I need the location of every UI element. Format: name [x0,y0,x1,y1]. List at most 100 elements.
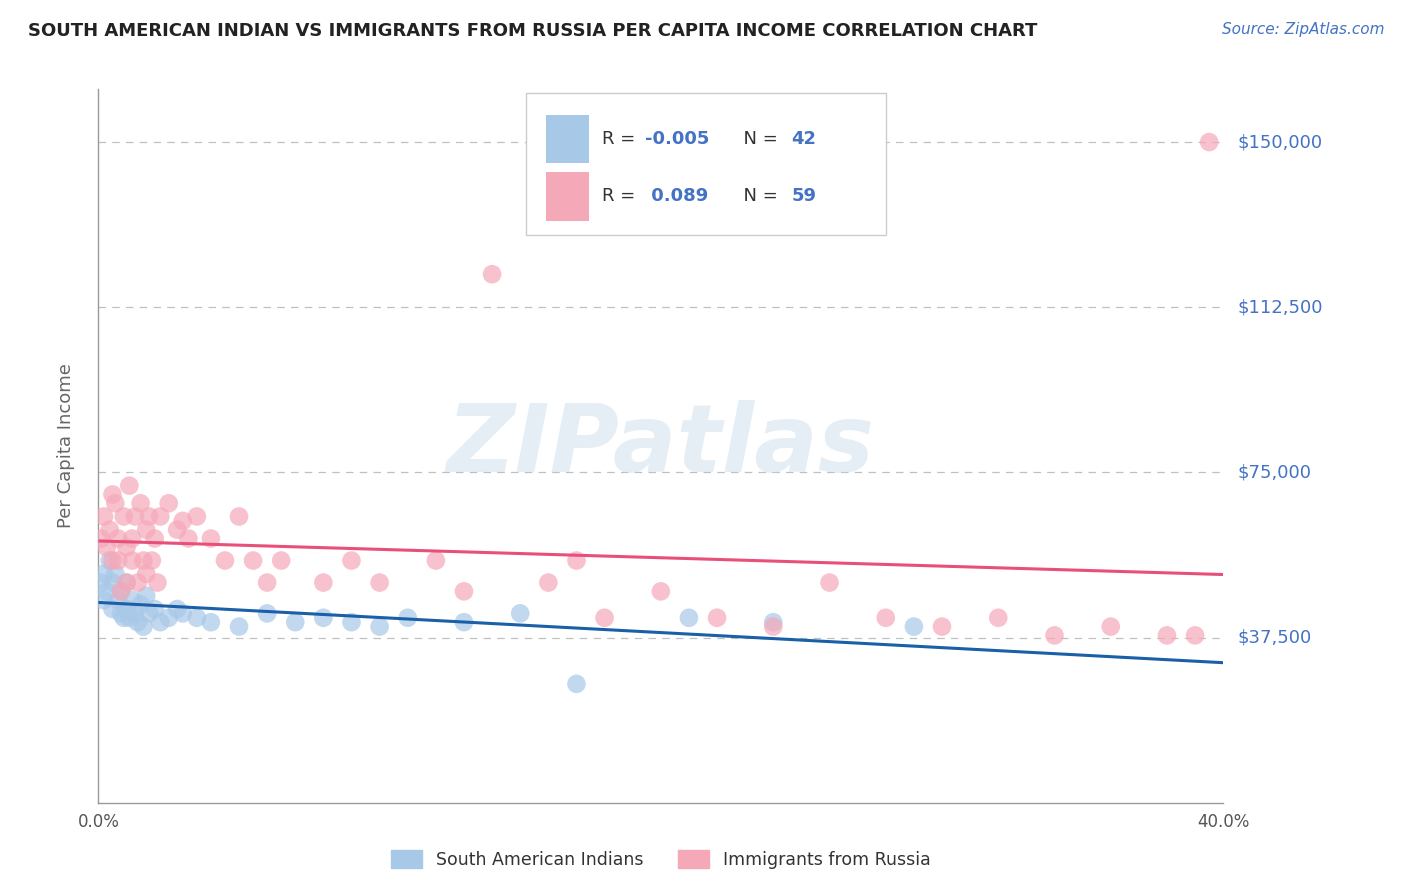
Point [453,584,475,599]
Point [127,575,149,590]
Point [135,589,157,603]
Point [138,607,160,621]
Point [143,532,166,546]
FancyBboxPatch shape [546,172,589,220]
Point [987,611,1010,625]
Text: $75,000: $75,000 [1237,464,1312,482]
Point [93,593,115,607]
Point [650,584,672,599]
Point [1156,628,1178,642]
Text: 59: 59 [792,187,817,205]
Point [115,602,138,616]
Point [101,487,124,501]
Point [101,553,124,567]
Text: N =: N = [731,187,783,205]
Point [96,541,118,555]
Point [107,553,129,567]
Point [124,607,146,621]
Text: ZIPatlas: ZIPatlas [447,400,875,492]
Point [93,509,115,524]
Point [678,611,700,625]
Point [118,611,141,625]
Point [340,615,363,630]
Point [368,575,391,590]
Point [312,611,335,625]
Point [104,496,127,510]
Point [90,532,112,546]
Point [284,615,307,630]
Point [200,532,222,546]
Point [121,593,143,607]
Point [172,514,194,528]
Point [1184,628,1206,642]
Point [115,541,138,555]
Point [129,496,152,510]
Point [931,619,953,633]
Point [121,532,143,546]
Point [135,566,157,581]
Point [121,553,143,567]
Text: $37,500: $37,500 [1237,629,1312,647]
Point [141,553,163,567]
Point [593,611,616,625]
Point [166,602,188,616]
Point [149,615,172,630]
Point [340,553,363,567]
Point [186,611,208,625]
Text: $150,000: $150,000 [1237,133,1322,151]
Point [256,607,278,621]
Point [453,615,475,630]
Text: SOUTH AMERICAN INDIAN VS IMMIGRANTS FROM RUSSIA PER CAPITA INCOME CORRELATION CH: SOUTH AMERICAN INDIAN VS IMMIGRANTS FROM… [28,22,1038,40]
Point [90,575,112,590]
Text: N =: N = [731,130,783,148]
Text: 42: 42 [792,130,817,148]
Point [875,611,897,625]
Point [256,575,278,590]
Point [565,677,588,691]
Point [132,619,155,633]
Point [312,575,335,590]
Point [149,509,172,524]
Point [537,575,560,590]
Point [228,509,250,524]
Point [1043,628,1066,642]
Point [270,553,292,567]
Point [118,478,141,492]
Point [177,532,200,546]
Point [818,575,841,590]
Text: 0.089: 0.089 [645,187,709,205]
Point [214,553,236,567]
Point [368,619,391,633]
Point [107,593,129,607]
Point [146,575,169,590]
Point [110,584,132,599]
Legend: South American Indians, Immigrants from Russia: South American Indians, Immigrants from … [384,844,938,876]
Point [101,575,124,590]
Text: $112,500: $112,500 [1237,298,1323,317]
FancyBboxPatch shape [526,93,886,235]
Point [706,611,728,625]
Point [200,615,222,630]
Point [509,607,531,621]
Point [138,509,160,524]
Point [112,509,135,524]
Point [481,267,503,281]
Point [186,509,208,524]
Point [127,615,149,630]
Point [135,523,157,537]
Point [98,523,121,537]
Point [115,575,138,590]
FancyBboxPatch shape [546,115,589,163]
Point [110,607,132,621]
Point [396,611,419,625]
Point [143,602,166,616]
Text: -0.005: -0.005 [645,130,710,148]
Text: R =: R = [602,187,641,205]
Point [228,619,250,633]
Point [1198,135,1220,149]
Point [93,566,115,581]
Point [129,598,152,612]
Point [115,575,138,590]
Y-axis label: Per Capita Income: Per Capita Income [56,364,75,528]
Point [242,553,264,567]
